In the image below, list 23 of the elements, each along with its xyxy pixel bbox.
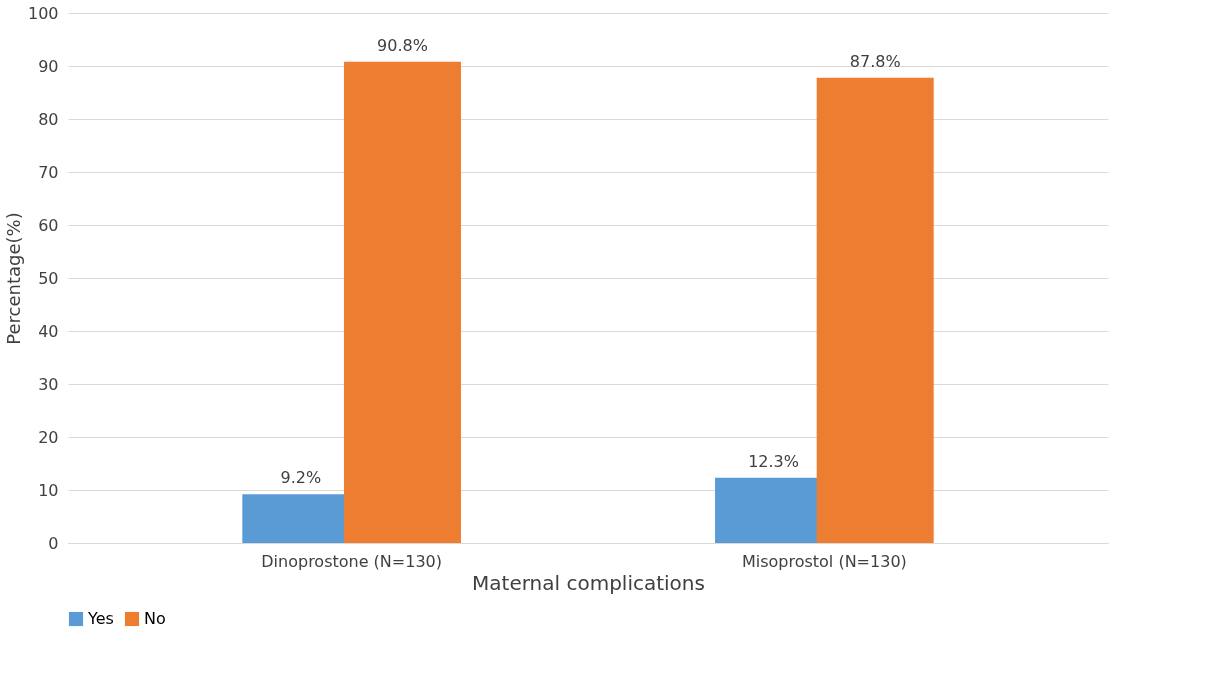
y-tick-label: 0 bbox=[48, 533, 59, 553]
data-label: 12.3% bbox=[748, 451, 799, 471]
x-tick-label: Misoprostol (N=130) bbox=[741, 551, 907, 571]
y-tick-label: 40 bbox=[38, 321, 59, 341]
y-tick-label: 10 bbox=[38, 480, 59, 500]
y-tick-label: 50 bbox=[38, 268, 59, 288]
y-tick-label: 20 bbox=[38, 427, 59, 447]
x-axis-title: Maternal complications bbox=[472, 570, 705, 595]
data-label: 90.8% bbox=[377, 35, 428, 55]
y-tick-label: 70 bbox=[38, 162, 59, 182]
y-tick-label: 60 bbox=[38, 215, 59, 235]
legend-label: No bbox=[144, 609, 166, 628]
x-tick-label: Dinoprostone (N=130) bbox=[261, 551, 442, 571]
legend-label: Yes bbox=[87, 609, 114, 628]
y-tick-label: 100 bbox=[27, 3, 59, 23]
data-label: 9.2% bbox=[280, 468, 322, 488]
y-tick-label: 80 bbox=[38, 109, 59, 129]
data-label: 87.8% bbox=[849, 51, 901, 71]
bar bbox=[343, 61, 461, 543]
y-axis-title: Percentage(%) bbox=[2, 212, 24, 345]
y-tick-label: 30 bbox=[38, 374, 59, 394]
bar bbox=[816, 77, 934, 543]
y-tick-label: 90 bbox=[38, 56, 59, 76]
